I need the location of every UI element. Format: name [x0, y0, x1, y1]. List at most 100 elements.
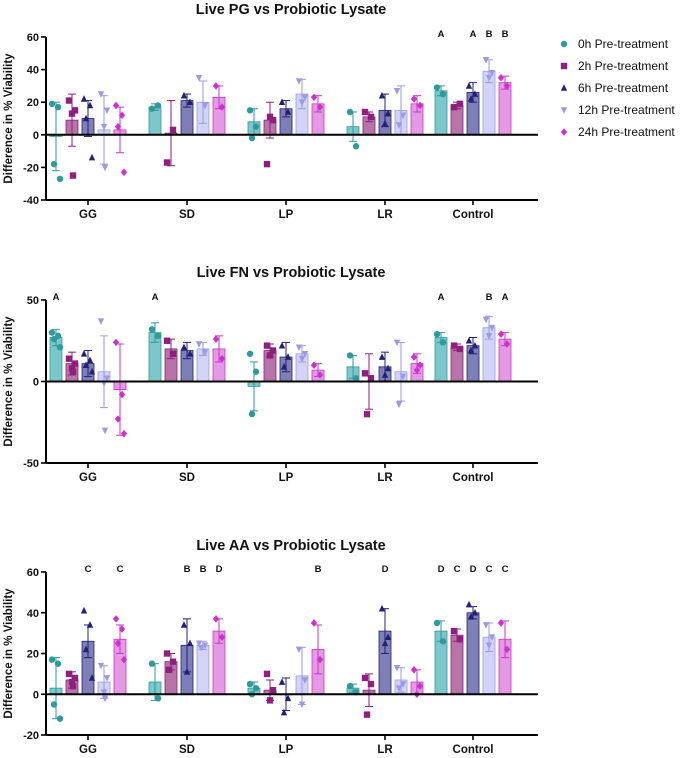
- legend-marker: [560, 40, 568, 48]
- data-point: [395, 122, 403, 129]
- data-point: [218, 633, 226, 641]
- x-tick-label: LP: [279, 472, 294, 484]
- data-point: [482, 316, 490, 324]
- data-point: [180, 91, 188, 99]
- data-point: [367, 113, 375, 121]
- data-point: [467, 346, 475, 354]
- data-point: [118, 625, 126, 633]
- data-point: [310, 93, 318, 102]
- data-point: [488, 324, 496, 332]
- data-point: [68, 110, 76, 117]
- significance-letter: D: [216, 564, 223, 575]
- data-point: [69, 172, 77, 179]
- data-point: [163, 650, 171, 657]
- data-point: [266, 113, 274, 121]
- data-point: [71, 107, 79, 114]
- x-tick-label: SD: [179, 472, 195, 484]
- data-point: [316, 371, 324, 379]
- bar: [450, 346, 464, 382]
- data-point: [456, 636, 464, 643]
- data-point: [280, 708, 288, 716]
- data-point: [485, 333, 493, 340]
- data-point: [148, 326, 156, 333]
- data-point: [65, 97, 73, 104]
- bar: [498, 82, 512, 136]
- data-point: [269, 686, 277, 694]
- data-point: [100, 689, 108, 697]
- y-tick-label: 20: [27, 97, 39, 109]
- data-point: [384, 364, 392, 372]
- data-point: [439, 339, 447, 346]
- data-point: [497, 619, 505, 627]
- data-point: [393, 339, 401, 347]
- data-point: [295, 646, 303, 654]
- data-point: [467, 613, 475, 620]
- data-point: [361, 370, 369, 377]
- data-point: [80, 349, 88, 357]
- significance-letter: D: [382, 564, 389, 575]
- data-point: [378, 353, 386, 360]
- data-point: [80, 95, 88, 102]
- data-point: [298, 99, 306, 106]
- data-point: [266, 697, 274, 704]
- data-point: [97, 662, 105, 670]
- data-point: [485, 642, 493, 650]
- chart-title: Live AA vs Probiotic Lysate: [196, 538, 385, 554]
- chart-title: Live PG vs Probiotic Lysate: [196, 2, 386, 18]
- data-point: [456, 345, 464, 353]
- data-point: [86, 101, 94, 109]
- y-axis-label: Difference in % Viability: [3, 588, 15, 719]
- y-tick-label: 60: [27, 32, 39, 44]
- y-tick-label: 20: [27, 649, 39, 661]
- data-point: [154, 102, 162, 109]
- y-tick-label: 40: [27, 65, 39, 77]
- x-tick-label: Control: [453, 209, 494, 221]
- data-point: [301, 94, 309, 102]
- significance-letter: B: [200, 564, 207, 575]
- significance-letter: A: [152, 292, 159, 303]
- y-tick-label: -20: [23, 162, 39, 174]
- data-point: [399, 681, 407, 688]
- data-point: [56, 715, 64, 722]
- data-point: [97, 91, 105, 98]
- data-point: [82, 645, 90, 653]
- y-tick-label: 40: [27, 608, 39, 620]
- data-point: [269, 347, 277, 354]
- data-point: [497, 73, 505, 82]
- data-point: [298, 701, 306, 709]
- data-point: [50, 701, 58, 708]
- data-point: [278, 678, 286, 685]
- x-tick-label: LP: [279, 209, 294, 221]
- y-tick-label: -20: [23, 730, 39, 742]
- data-point: [201, 102, 209, 110]
- data-point: [246, 350, 254, 357]
- data-point: [316, 103, 324, 111]
- y-axis-label: Difference in % Viability: [3, 316, 15, 447]
- x-tick-label: LR: [377, 472, 393, 484]
- data-point: [393, 87, 401, 95]
- data-point: [48, 656, 56, 663]
- data-point: [465, 336, 473, 344]
- data-point: [346, 682, 354, 690]
- y-tick-label: -40: [23, 195, 39, 207]
- significance-letter: C: [502, 564, 509, 575]
- significance-letter: B: [486, 292, 493, 303]
- legend-label: 2h Pre-treatment: [578, 59, 669, 73]
- data-point: [112, 338, 120, 347]
- data-point: [101, 695, 109, 703]
- significance-letter: A: [438, 29, 445, 40]
- data-point: [410, 95, 418, 103]
- x-tick-label: GG: [79, 744, 97, 756]
- bar: [450, 634, 464, 695]
- data-point: [352, 375, 360, 382]
- data-point: [503, 340, 511, 348]
- data-point: [80, 606, 88, 614]
- y-tick-label: 60: [27, 567, 39, 579]
- data-point: [180, 621, 188, 628]
- significance-letter: B: [502, 29, 509, 40]
- data-point: [118, 390, 126, 399]
- data-point: [120, 655, 128, 664]
- data-point: [186, 349, 194, 357]
- data-point: [169, 350, 177, 357]
